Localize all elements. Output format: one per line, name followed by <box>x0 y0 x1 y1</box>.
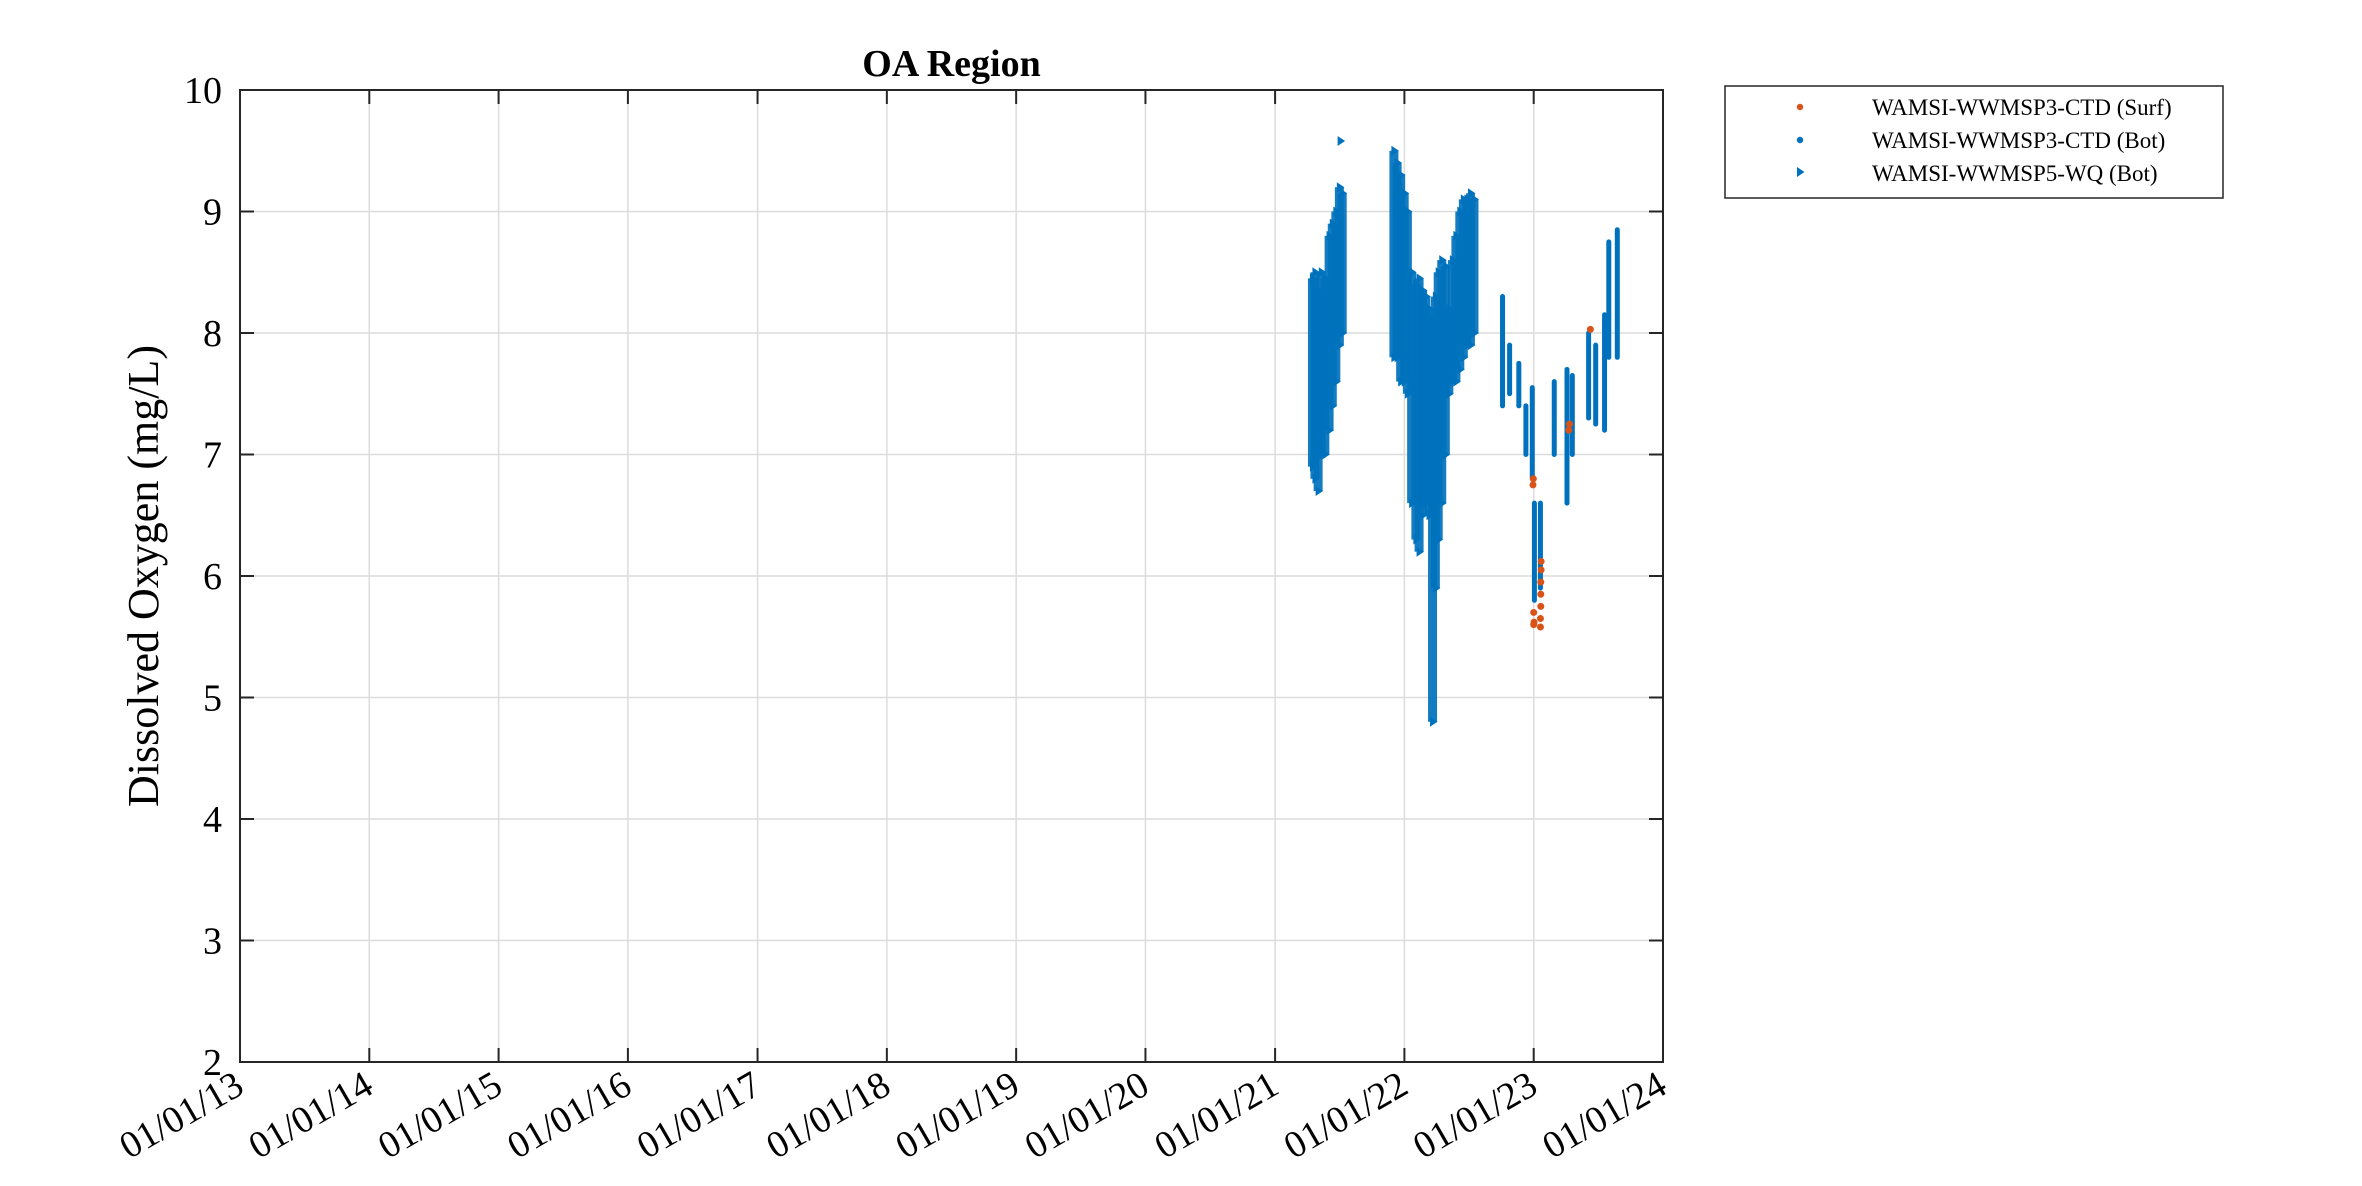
wq-bot-marker <box>1401 188 1410 199</box>
grid <box>239 89 1664 1063</box>
wq-bot-marker <box>1336 182 1345 193</box>
wq-bot-marker <box>1432 583 1441 594</box>
y-tick-label: 10 <box>184 70 222 112</box>
x-tick-label: 01/01/14 <box>242 1063 380 1167</box>
wq-bot-marker <box>1439 498 1447 509</box>
legend-label-ctd-bot: WAMSI-WWMSP3-CTD (Bot) <box>1872 128 2165 153</box>
wq-bot-marker <box>1404 206 1413 217</box>
wq-bot-marker <box>1333 376 1341 387</box>
y-tick-label: 3 <box>203 921 222 963</box>
wq-bot-marker <box>1312 267 1320 278</box>
x-tick-labels: 01/01/1301/01/1401/01/1501/01/1601/01/17… <box>112 1063 1673 1167</box>
wq-bot-marker <box>1435 534 1444 545</box>
wq-bot-marker <box>1457 364 1465 375</box>
y-tick-label: 2 <box>203 1042 222 1084</box>
wq-bot-marker <box>1453 376 1461 387</box>
series-ctd-bot <box>1500 227 1620 603</box>
wq-bot-marker <box>1394 157 1403 168</box>
x-tick-label: 01/01/16 <box>500 1063 638 1167</box>
wq-bot-marker <box>1426 303 1434 314</box>
legend-entry-ctd-bot: WAMSI-WWMSP3-CTD (Bot) <box>1796 128 2165 153</box>
legend-label-surf: WAMSI-WWMSP3-CTD (Surf) <box>1872 95 2172 120</box>
y-tick-label: 7 <box>203 435 222 477</box>
ctd-surf-point <box>1536 623 1544 631</box>
wq-bot-marker <box>1446 388 1454 399</box>
ctd-surf-point <box>1537 590 1545 598</box>
ctd-surf-point <box>1537 566 1545 574</box>
wq-bot-marker <box>1460 352 1469 363</box>
wq-bot-marker <box>1442 261 1451 272</box>
ctd-surf-point <box>1529 481 1537 489</box>
legend-entry-wq-bot: WAMSI-WWMSP5-WQ (Bot) <box>1797 161 2158 186</box>
wq-bot-marker <box>1409 267 1417 278</box>
x-tick-label: 01/01/21 <box>1148 1063 1286 1167</box>
wq-bot-marker <box>1339 188 1348 199</box>
y-tick-label: 4 <box>203 799 222 841</box>
legend-entry-surf: WAMSI-WWMSP3-CTD (Surf) <box>1796 95 2172 120</box>
ctd-surf-point <box>1529 475 1537 483</box>
ctd-surf-point <box>1586 325 1594 333</box>
legend-label-wq-bot: WAMSI-WWMSP5-WQ (Bot) <box>1872 161 2158 186</box>
wq-bot-marker <box>1336 340 1345 351</box>
tick-marks <box>239 89 1664 1063</box>
ctd-surf-point <box>1565 426 1573 434</box>
x-tick-label: 01/01/18 <box>759 1063 897 1167</box>
wq-bot-marker <box>1391 145 1399 156</box>
legend-marker-wq-bot <box>1797 167 1805 177</box>
wq-bot-marker <box>1430 716 1438 727</box>
wq-bot-marker <box>1420 285 1428 296</box>
wq-bot-marker <box>1467 340 1476 351</box>
wq-bot-marker <box>1318 267 1327 278</box>
series-wq-bot <box>1307 136 1479 727</box>
ctd-surf-point <box>1530 608 1538 616</box>
wq-bot-marker <box>1439 255 1447 266</box>
x-tick-label: 01/01/20 <box>1018 1063 1156 1167</box>
wq-bot-marker <box>1315 485 1324 496</box>
ctd-surf-point <box>1537 557 1545 565</box>
chart-title: OA Region <box>862 43 1040 85</box>
y-tick-label: 6 <box>203 556 222 598</box>
wq-bot-marker <box>1329 400 1338 411</box>
ctd-surf-point <box>1536 615 1544 623</box>
y-tick-label: 9 <box>203 192 222 234</box>
legend: WAMSI-WWMSP3-CTD (Surf) WAMSI-WWMSP3-CTD… <box>1724 85 2224 199</box>
x-tick-label: 01/01/24 <box>1535 1063 1673 1167</box>
wq-bot-marker <box>1326 425 1335 436</box>
y-axis-title: Dissolved Oxygen (mg/L) <box>119 345 168 807</box>
x-tick-label: 01/01/23 <box>1406 1063 1544 1167</box>
ctd-surf-point <box>1530 618 1538 626</box>
wq-bot-marker <box>1471 194 1479 205</box>
wq-bot-marker <box>1467 188 1476 199</box>
wq-bot-marker <box>1322 449 1330 460</box>
wq-bot-marker <box>1337 136 1346 147</box>
legend-marker-ctd-bot <box>1796 136 1804 144</box>
ctd-surf-point <box>1537 602 1545 610</box>
wq-bot-marker <box>1471 328 1479 338</box>
wq-bot-band <box>1337 193 1347 333</box>
wq-bot-marker <box>1423 291 1431 302</box>
wq-bot-marker <box>1416 273 1425 284</box>
ctd-surf-point <box>1565 420 1573 428</box>
wq-bot-marker <box>1416 546 1425 557</box>
x-tick-label: 01/01/17 <box>630 1063 768 1167</box>
legend-box <box>1724 85 2224 199</box>
wq-bot-marker <box>1339 328 1348 338</box>
series-ctd-surf <box>1529 325 1594 631</box>
x-tick-label: 01/01/22 <box>1277 1063 1415 1167</box>
y-tick-labels: 2 3 4 5 6 7 8 9 10 <box>184 70 222 1084</box>
ctd-surf-point <box>1537 578 1545 586</box>
wq-bot-band <box>1469 199 1479 333</box>
x-tick-label: 01/01/19 <box>889 1063 1027 1167</box>
y-tick-label: 8 <box>203 313 222 355</box>
wq-bot-marker <box>1398 170 1406 181</box>
y-tick-label: 5 <box>203 678 222 720</box>
wq-bot-marker <box>1420 510 1428 521</box>
x-tick-label: 01/01/13 <box>112 1063 250 1167</box>
wq-bot-marker <box>1442 449 1451 460</box>
x-tick-label: 01/01/15 <box>371 1063 509 1167</box>
data-layer <box>1307 136 1620 727</box>
legend-marker-surf <box>1796 103 1804 111</box>
